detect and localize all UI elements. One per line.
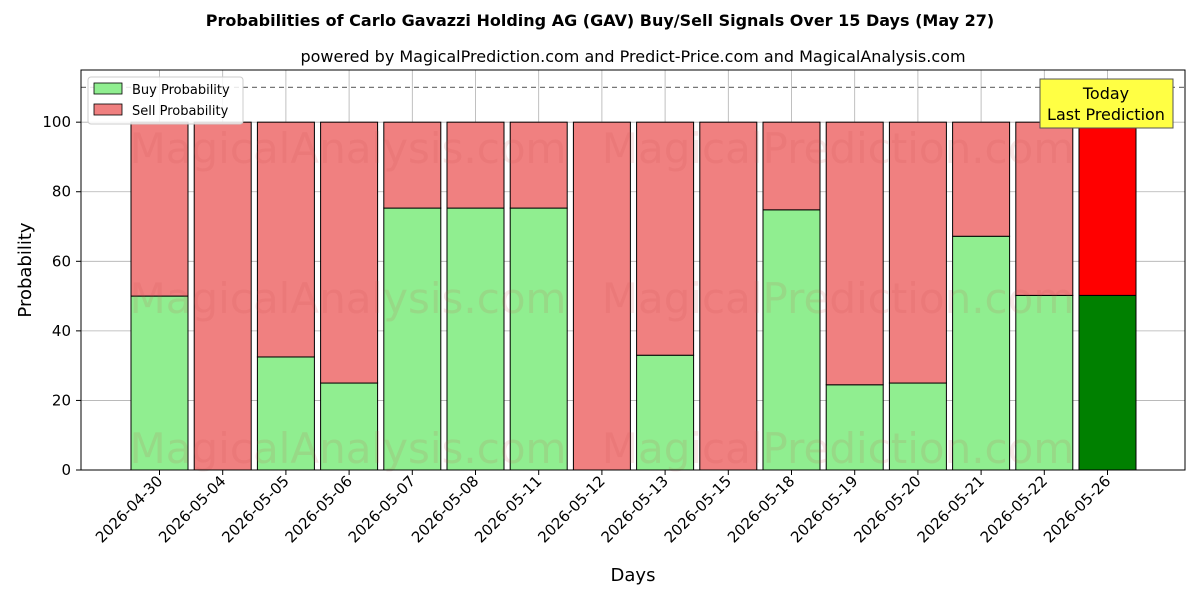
- y-tick-label: 0: [61, 461, 71, 479]
- bar-sell-2026-05-07: [383, 121, 442, 209]
- bar-sell-2026-05-06: [320, 121, 379, 384]
- y-tick-label: 20: [52, 391, 71, 409]
- x-tick-label: 2026-04-30: [92, 472, 166, 546]
- bar-sell-2026-05-20: [888, 121, 947, 384]
- x-tick-label: 2026-05-04: [155, 472, 229, 546]
- bar-sell-2026-05-19: [825, 121, 884, 386]
- x-tick-label: 2026-05-07: [345, 472, 419, 546]
- bar-sell-2026-05-08: [446, 121, 505, 209]
- bars: [81, 86, 1185, 471]
- x-tick-label: 2026-05-19: [787, 472, 861, 546]
- bar-buy-2026-05-26: [1078, 294, 1137, 471]
- x-tick-label: 2026-05-26: [1040, 472, 1114, 546]
- bar-sell-2026-05-15: [699, 121, 758, 471]
- legend: Buy Probability Sell Probability: [87, 76, 244, 125]
- watermarks: MagicalAnalysis.com MagicalPrediction.com…: [130, 124, 1075, 473]
- x-tick-label: 2026-05-20: [850, 472, 924, 546]
- watermark-prediction: MagicalPrediction.com: [602, 274, 1075, 323]
- bar-sell-2026-05-13: [636, 121, 695, 356]
- x-tick-label: 2026-05-12: [534, 472, 608, 546]
- annotation-box: [1039, 78, 1174, 129]
- legend-swatch-sell: [93, 103, 123, 116]
- bar-buy-2026-05-18: [762, 209, 821, 471]
- x-tick-label: 2026-05-05: [218, 472, 292, 546]
- legend-box: [87, 76, 244, 125]
- x-tick-label: 2026-05-21: [914, 472, 988, 546]
- y-tick-label: 60: [52, 252, 71, 270]
- x-tick-label: 2026-05-18: [724, 472, 798, 546]
- bar-sell-2026-05-04: [193, 121, 252, 471]
- chart-subtitle: powered by MagicalPrediction.com and Pre…: [300, 47, 965, 66]
- bar-sell-2026-04-30: [130, 121, 189, 297]
- bar-buy-2026-05-11: [509, 207, 568, 471]
- legend-swatch-buy: [93, 82, 123, 95]
- bar-buy-2026-05-19: [825, 384, 884, 471]
- bar-sell-2026-05-11: [509, 121, 568, 209]
- legend-label-sell: Sell Probability: [132, 104, 229, 119]
- bar-buy-2026-05-06: [320, 382, 379, 471]
- x-tick-label: 2026-05-13: [598, 472, 672, 546]
- bar-sell-2026-05-18: [762, 121, 821, 211]
- watermark-analysis: MagicalAnalysis.com: [130, 124, 567, 173]
- x-tick-label: 2026-05-06: [282, 472, 356, 546]
- x-tick-label: 2026-05-22: [977, 472, 1051, 546]
- bar-sell-2026-05-12: [572, 121, 631, 471]
- watermark-analysis: MagicalAnalysis.com: [130, 274, 567, 323]
- annotation-line-2: Last Prediction: [1047, 105, 1165, 124]
- y-tick-label: 100: [42, 113, 71, 131]
- x-tick-label: 2026-05-11: [471, 472, 545, 546]
- bar-buy-2026-05-22: [1015, 294, 1074, 471]
- y-tick-label: 80: [52, 183, 71, 201]
- bar-sell-2026-05-05: [256, 121, 315, 358]
- bar-sell-2026-05-21: [952, 121, 1011, 237]
- today-annotation: Today Last Prediction: [1039, 78, 1174, 129]
- x-tick-label: 2026-05-08: [408, 472, 482, 546]
- watermark-prediction: MagicalPrediction.com: [602, 424, 1075, 473]
- watermark-analysis: MagicalAnalysis.com: [130, 424, 567, 473]
- watermark-prediction: MagicalPrediction.com: [602, 124, 1075, 173]
- bar-buy-2026-05-13: [636, 354, 695, 471]
- bar-buy-2026-05-08: [446, 207, 505, 471]
- chart-title: Probabilities of Carlo Gavazzi Holding A…: [206, 11, 994, 30]
- x-tick-label: 2026-05-15: [661, 472, 735, 546]
- legend-label-buy: Buy Probability: [132, 83, 230, 98]
- y-axis-label: Probability: [15, 222, 36, 317]
- bar-sell-2026-05-26: [1078, 121, 1137, 296]
- x-axis-label: Days: [611, 565, 656, 586]
- bar-buy-2026-05-21: [952, 235, 1011, 471]
- y-tick-label: 40: [52, 322, 71, 340]
- plot-frame: [80, 69, 1186, 471]
- bar-buy-2026-05-20: [888, 382, 947, 471]
- annotation-line-1: Today: [1082, 84, 1129, 103]
